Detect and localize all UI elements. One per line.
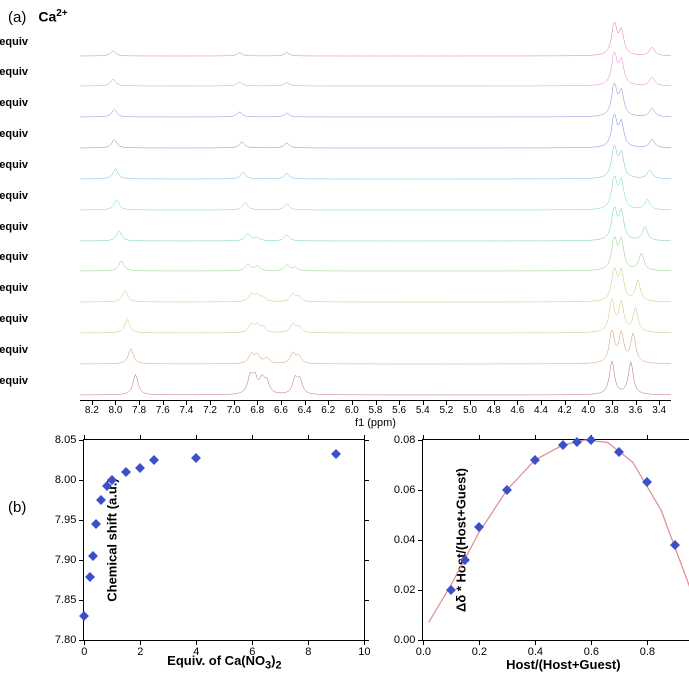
nmr-row-label: 2.0 equiv (0, 128, 28, 140)
nmr-row-label: 9.0 equiv (0, 36, 28, 48)
data-marker (331, 449, 341, 459)
left-xlabel: Equiv. of Ca(NO3)2 (167, 653, 281, 672)
nmr-row-label: 4.0 equiv (0, 66, 28, 78)
nmr-row-label: 0.6 equiv (0, 251, 28, 263)
nmr-row-label: 0.3 equiv (0, 313, 28, 325)
data-marker (149, 455, 159, 465)
xtick-label: 0 (81, 646, 87, 658)
nmr-row-label: 0.8 equiv (0, 221, 28, 233)
xaxis-tick-label: 4.8 (487, 405, 501, 416)
xtick-label: 0.4 (528, 646, 543, 658)
xaxis-tick-label: 7.0 (227, 405, 241, 416)
job-plot: Δδ * Host/(Host+Guest) Host/(Host+Guest)… (422, 439, 689, 641)
xaxis-tick-label: 3.4 (652, 405, 666, 416)
xaxis-tick-label: 6.2 (321, 405, 335, 416)
data-marker (191, 453, 201, 463)
data-marker (121, 467, 131, 477)
nmr-row-label: 1.0 equiv (0, 190, 28, 202)
xaxis-tick-label: 5.6 (392, 405, 406, 416)
xaxis-tick-label: 6.0 (345, 405, 359, 416)
xaxis-tick-label: 8.0 (109, 405, 123, 416)
xtick-label: 6 (249, 646, 255, 658)
xaxis-tick-label: 5.4 (416, 405, 430, 416)
xtick-label: 0.0 (416, 646, 431, 658)
right-xlabel: Host/(Host+Guest) (506, 657, 620, 672)
nmr-stacked-chart: 9.0 equiv4.0 equiv2.5 equiv2.0 equiv1.5 … (40, 30, 671, 400)
xaxis-tick-label: 6.6 (274, 405, 288, 416)
ytick-label: 8.05 (55, 434, 76, 446)
xtick-label: 10 (358, 646, 370, 658)
ytick-label: 0.02 (394, 584, 415, 596)
xtick-label: 2 (137, 646, 143, 658)
panel-a-label: (a) (8, 9, 26, 26)
xtick-label: 8 (305, 646, 311, 658)
ytick-label: 8.00 (55, 474, 76, 486)
ytick-label: 7.95 (55, 514, 76, 526)
xaxis-tick-label: 5.8 (369, 405, 383, 416)
nmr-row-label: 0.2 equiv (0, 344, 28, 356)
xaxis-tick-label: 7.4 (179, 405, 193, 416)
titration-plot: Chemical shift (a.u.) Equiv. of Ca(NO3)2… (83, 439, 365, 641)
ytick-label: 0.06 (394, 484, 415, 496)
xaxis-tick-label: 4.6 (510, 405, 524, 416)
nmr-row-label: 0.4 equiv (0, 282, 28, 294)
ytick-label: 7.90 (55, 554, 76, 566)
xaxis-tick-label: 5.0 (463, 405, 477, 416)
ytick-label: 0.00 (394, 634, 415, 646)
xaxis-tick-label: 7.8 (132, 405, 146, 416)
ytick-label: 7.85 (55, 594, 76, 606)
data-marker (85, 572, 95, 582)
data-marker (79, 611, 89, 621)
xtick-label: 0.8 (640, 646, 655, 658)
xaxis-tick-label: 8.2 (85, 405, 99, 416)
xaxis-tick-label: 4.0 (581, 405, 595, 416)
data-marker (88, 551, 98, 561)
nmr-x-axis-title: f1 (ppm) (355, 417, 396, 429)
nmr-row-label: 2.5 equiv (0, 97, 28, 109)
xtick-label: 0.6 (584, 646, 599, 658)
nmr-spectrum-row: 0.0 equiv (40, 369, 671, 400)
ion-label: Ca2+ (38, 8, 67, 25)
panel-b: (b) Chemical shift (a.u.) Equiv. of Ca(N… (8, 439, 681, 677)
xaxis-tick-label: 7.2 (203, 405, 217, 416)
ytick-label: 7.80 (55, 634, 76, 646)
xtick-label: 4 (193, 646, 199, 658)
left-ylabel: Chemical shift (a.u.) (105, 478, 120, 602)
xaxis-tick-label: 7.6 (156, 405, 170, 416)
panel-b-label: (b) (8, 439, 26, 516)
xaxis-tick-label: 5.2 (439, 405, 453, 416)
xaxis-tick-label: 6.4 (298, 405, 312, 416)
data-marker (91, 519, 101, 529)
xaxis-tick-label: 3.8 (605, 405, 619, 416)
ytick-label: 0.04 (394, 534, 415, 546)
data-marker (135, 463, 145, 473)
xaxis-tick-label: 6.8 (250, 405, 264, 416)
xtick-label: 0.2 (472, 646, 487, 658)
xaxis-tick-label: 4.2 (558, 405, 572, 416)
nmr-row-label: 1.5 equiv (0, 159, 28, 171)
nmr-x-axis: f1 (ppm) 8.2 8.0 7.8 7.6 7.4 7.2 7.0 6.8 6.6 6.4 6… (80, 400, 671, 431)
xaxis-tick-label: 4.4 (534, 405, 548, 416)
nmr-row-label: 0.0 equiv (0, 375, 28, 387)
ytick-label: 0.08 (394, 434, 415, 446)
xaxis-tick-label: 3.6 (629, 405, 643, 416)
